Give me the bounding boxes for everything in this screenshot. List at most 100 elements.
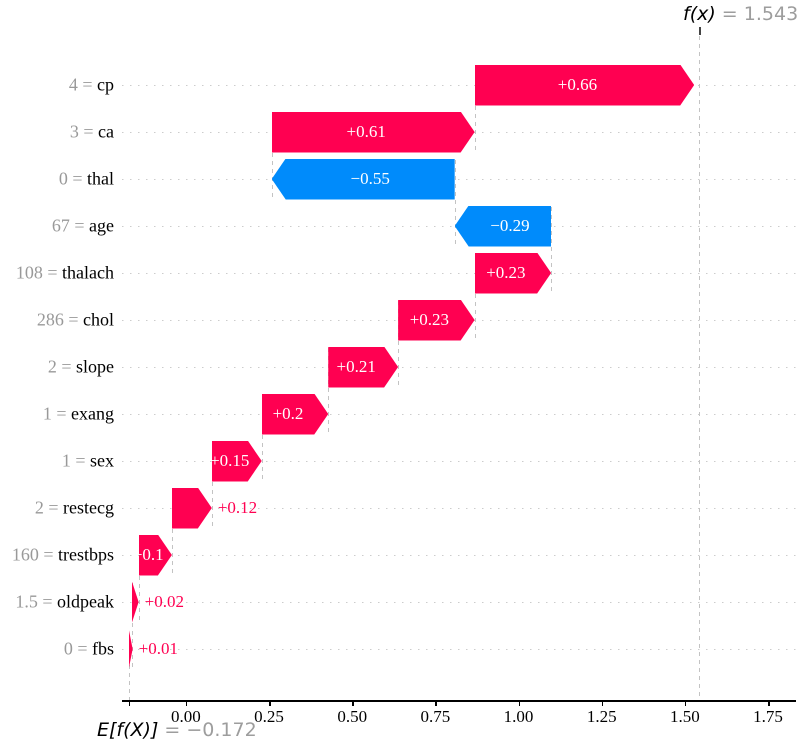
feature-name-text: exang (71, 403, 114, 424)
fx-tick (699, 27, 701, 35)
connector-line (261, 395, 263, 480)
feature-row-label: 0 = fbs (64, 639, 114, 660)
feature-row-label: 1 = exang (43, 404, 114, 425)
shap-bar-fbs (128, 628, 133, 670)
expected-value-label: E[f(X)] = −0.172 (97, 719, 257, 741)
feature-value-text: 1.5 = (15, 591, 58, 612)
x-tick-label: 1.00 (503, 707, 534, 726)
feature-row-label: 0 = thal (59, 169, 114, 190)
x-axis-tick (684, 700, 687, 706)
feature-row-label: 160 = trestbps (12, 545, 114, 566)
row-grid-line (122, 179, 796, 180)
x-axis-tick (518, 700, 521, 706)
connector-line (328, 348, 330, 433)
x-axis-tick (352, 700, 354, 706)
row-grid-line (122, 367, 796, 368)
x-tick-label: 1.75 (753, 707, 783, 726)
fx-output-label: f(x) = 1.543 (683, 3, 798, 25)
feature-row-label: 108 = thalach (16, 263, 114, 284)
row-grid-line (122, 85, 796, 86)
feature-value-text: 1 = (61, 450, 90, 471)
feature-value-text: 3 = (69, 121, 99, 142)
row-grid-line (122, 414, 796, 415)
x-axis-tick (601, 700, 604, 706)
connector-line (271, 113, 273, 198)
row-grid-line (122, 273, 796, 274)
feature-name-text: fbs (92, 638, 114, 659)
bar-value-label: −0.29 (490, 216, 530, 235)
feature-name-text: slope (76, 356, 114, 377)
feature-value-text: 2 = (34, 497, 64, 518)
x-axis-tick (768, 700, 770, 706)
feature-value-text: 2 = (47, 356, 76, 377)
connector-line (171, 489, 173, 574)
efx-value: = −0.172 (158, 719, 257, 741)
row-grid-line (122, 555, 796, 556)
x-tick-label: 0.75 (420, 707, 451, 726)
bar-value-label: −0.55 (350, 169, 390, 188)
bar-value-label: +0.02 (144, 592, 184, 611)
fx-value: = 1.543 (715, 3, 799, 25)
feature-row-label: 4 = cp (69, 75, 114, 96)
base-value-line (128, 649, 130, 700)
bar-value-label: +0.23 (486, 263, 526, 282)
shap-bar-oldpeak (131, 581, 139, 623)
feature-value-text: 160 = (11, 544, 58, 565)
x-axis-line (122, 700, 796, 702)
bar-value-label: +0.1 (132, 545, 164, 564)
feature-name-text: chol (83, 309, 114, 330)
feature-row-label: 2 = slope (48, 357, 114, 378)
fx-line (699, 36, 701, 700)
feature-value-text: 67 = (51, 215, 90, 236)
shap-bar-ca (271, 111, 475, 153)
feature-value-text: 108 = (15, 262, 63, 283)
row-grid-line (122, 602, 796, 603)
x-axis-tick (269, 700, 271, 706)
feature-row-label: 286 = chol (37, 310, 114, 331)
connector-line (474, 66, 476, 151)
bar-value-label: +0.2 (272, 404, 304, 423)
shap-bar-restecg (171, 487, 212, 529)
connector-line (551, 207, 553, 292)
shap-bar-chol (398, 299, 475, 341)
shap-bar-thal (271, 158, 455, 200)
feature-row-label: 3 = ca (70, 122, 114, 143)
base-value-tick (128, 700, 131, 706)
row-grid-line (122, 508, 796, 509)
feature-name-text: sex (90, 450, 114, 471)
connector-line (454, 160, 456, 245)
feature-value-text: 0 = (63, 638, 92, 659)
shap-bar-exang (261, 393, 328, 435)
bar-value-label: +0.66 (557, 75, 598, 94)
connector-line (211, 442, 213, 527)
feature-row-label: 2 = restecg (35, 498, 114, 519)
feature-row-label: 1 = sex (62, 451, 114, 472)
feature-row-label: 67 = age (52, 216, 114, 237)
x-tick-label: 0.25 (254, 707, 284, 726)
efx-symbol: E[f(X)] (97, 719, 159, 741)
x-tick-label: 0.00 (170, 707, 201, 726)
feature-value-text: 4 = (68, 74, 97, 95)
x-tick-label: 0.50 (337, 707, 368, 726)
feature-name-text: age (89, 215, 114, 236)
bar-value-label: +0.12 (217, 498, 258, 517)
row-grid-line (122, 649, 796, 650)
x-axis-tick (435, 700, 437, 706)
connector-line (138, 536, 140, 621)
feature-name-text: thalach (62, 262, 114, 283)
connector-line (474, 254, 476, 339)
x-axis-tick (185, 700, 188, 706)
feature-name-text: ca (98, 121, 114, 142)
fx-symbol: f(x) (683, 3, 716, 25)
feature-name-text: cp (97, 74, 114, 95)
feature-name-text: thal (87, 168, 114, 189)
bar-value-label: +0.01 (138, 639, 178, 658)
connector-line (398, 301, 400, 386)
connector-line (131, 583, 133, 668)
row-grid-line (122, 461, 796, 462)
x-tick-label: 1.50 (670, 707, 700, 726)
shap-bar-slope (328, 346, 398, 388)
feature-name-text: trestbps (58, 544, 114, 565)
feature-value-text: 286 = (36, 309, 83, 330)
x-tick-label: 1.25 (586, 707, 617, 726)
